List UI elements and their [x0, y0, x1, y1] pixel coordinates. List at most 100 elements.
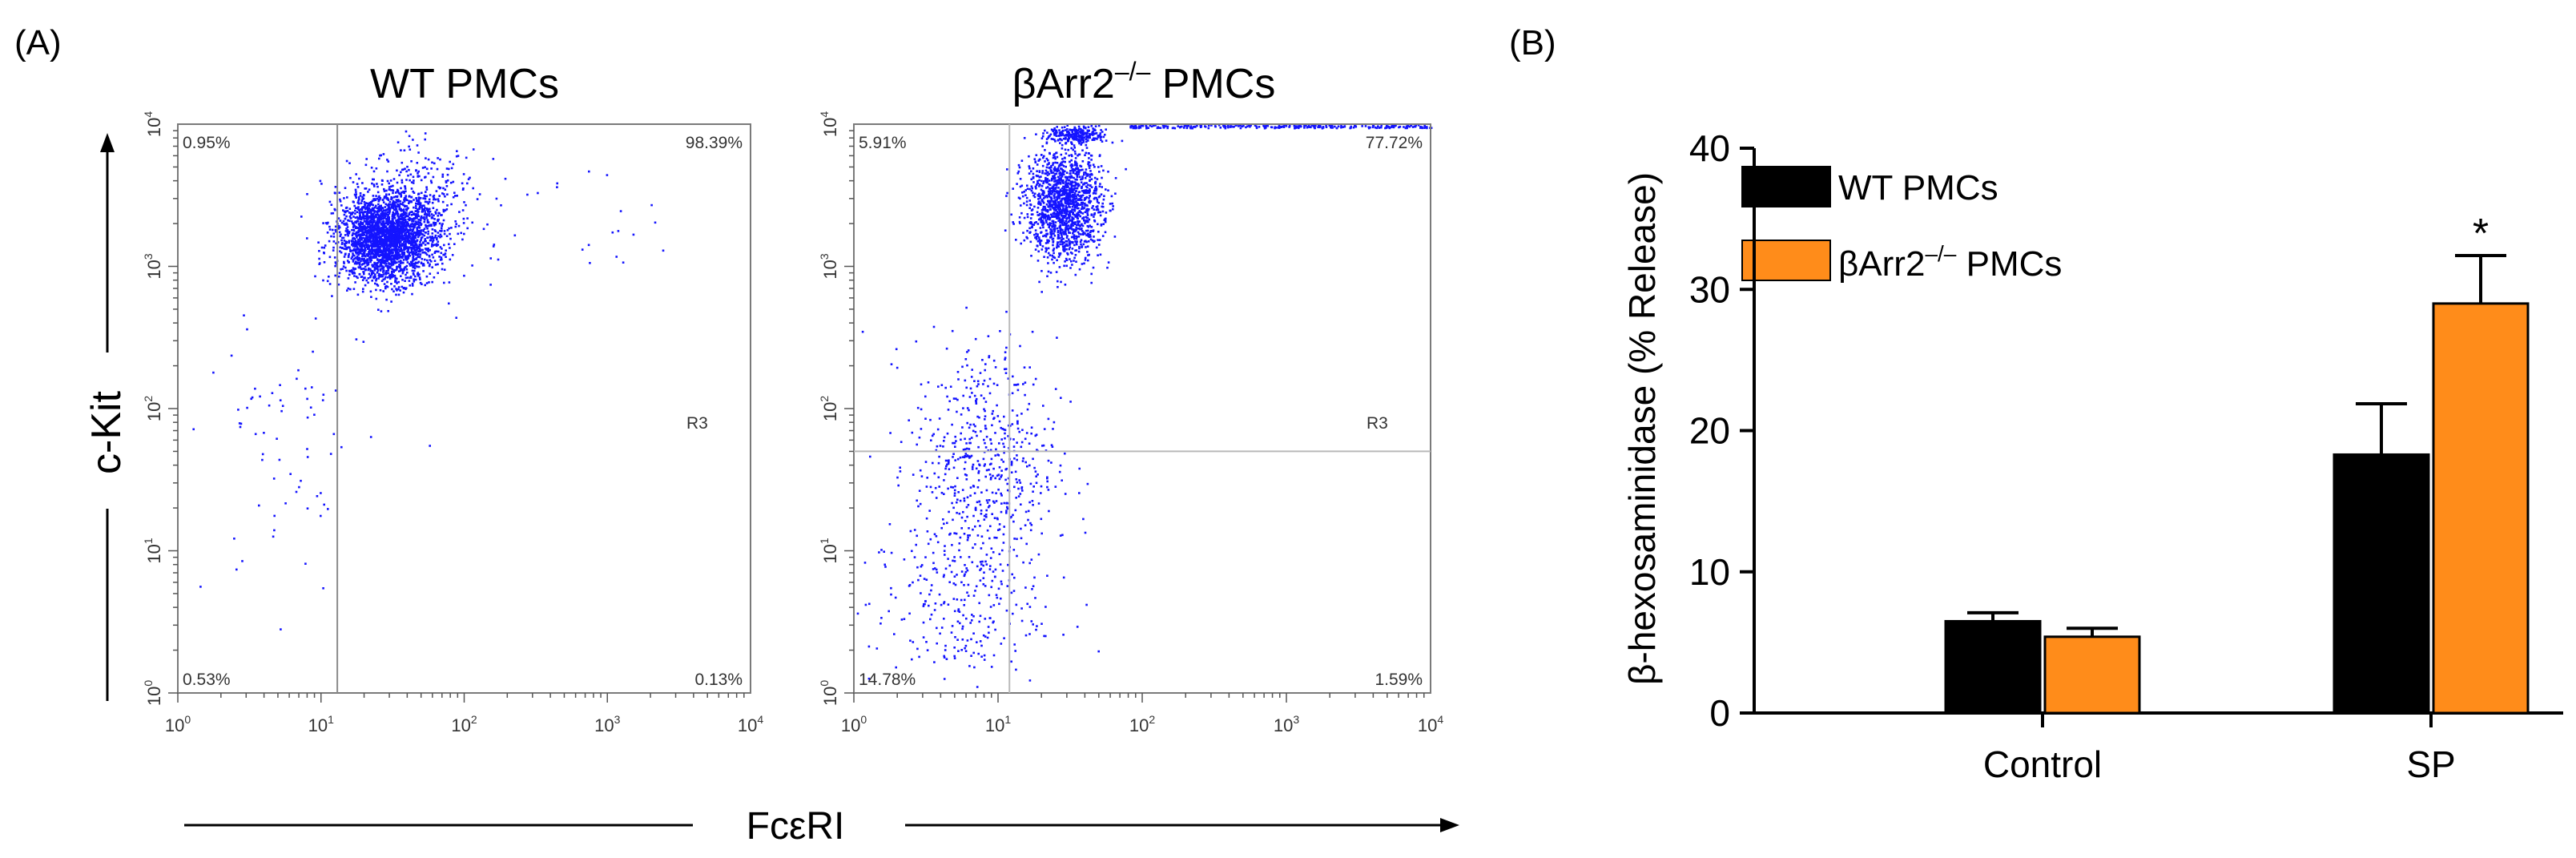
event-dot — [1056, 210, 1059, 213]
event-dot — [1053, 183, 1057, 187]
event-dot — [1053, 226, 1057, 228]
event-dot — [1080, 233, 1082, 236]
event-dot — [371, 244, 373, 248]
event-dot — [399, 231, 402, 234]
event-dot — [448, 302, 450, 305]
event-dot — [384, 206, 387, 208]
event-dot — [423, 217, 425, 220]
event-dot — [393, 235, 396, 238]
event-dot — [355, 226, 358, 228]
event-dot — [417, 207, 421, 211]
event-dot — [398, 234, 401, 236]
event-dot — [1069, 220, 1072, 222]
event-dot — [341, 241, 344, 244]
event-dot — [360, 241, 363, 244]
event-dot — [272, 477, 276, 480]
event-dot — [1075, 195, 1077, 198]
event-dot — [1089, 231, 1092, 234]
event-dot — [385, 258, 388, 260]
event-dot — [429, 263, 431, 266]
event-dot — [1041, 135, 1044, 138]
event-dot — [372, 234, 375, 236]
event-dot — [988, 499, 991, 502]
event-dot — [440, 252, 443, 255]
event-dot — [441, 262, 444, 265]
event-dot — [1025, 200, 1028, 203]
event-dot — [388, 206, 391, 208]
event-dot — [393, 260, 396, 263]
event-dot — [373, 226, 376, 229]
event-dot — [1097, 124, 1101, 127]
event-dot — [371, 207, 374, 210]
event-dot — [1053, 224, 1056, 227]
event-dot — [388, 186, 391, 188]
event-dot — [409, 179, 411, 182]
event-dot — [1030, 178, 1032, 181]
event-dot — [365, 211, 368, 213]
event-dot — [1086, 135, 1089, 138]
event-dot — [380, 280, 384, 282]
event-dot — [1056, 259, 1058, 262]
event-dot — [376, 220, 380, 224]
event-dot — [1076, 137, 1078, 140]
event-dot — [400, 229, 404, 232]
event-dot — [369, 253, 372, 256]
event-dot — [346, 289, 348, 292]
event-dot — [1026, 216, 1029, 219]
event-dot — [376, 283, 378, 286]
event-dot — [328, 225, 331, 228]
event-dot — [1065, 222, 1069, 224]
event-dot — [1085, 185, 1088, 188]
event-dot — [959, 456, 962, 459]
event-dot — [375, 239, 377, 241]
event-dot — [1018, 216, 1021, 219]
event-dot — [1089, 234, 1092, 236]
event-dot — [1044, 205, 1046, 208]
event-dot — [356, 252, 358, 255]
event-dot — [413, 191, 416, 194]
event-dot — [1075, 260, 1077, 263]
event-dot — [1047, 199, 1049, 203]
event-dot — [368, 251, 370, 253]
event-dot — [368, 246, 370, 248]
event-dot — [1069, 258, 1071, 260]
event-dot — [1089, 164, 1092, 167]
event-dot — [1049, 218, 1051, 221]
event-dot — [411, 238, 413, 241]
event-dot — [1034, 185, 1037, 188]
event-dot — [1080, 243, 1082, 246]
event-dot — [401, 279, 404, 281]
event-dot — [420, 239, 422, 242]
event-dot — [355, 193, 357, 195]
event-dot — [1088, 208, 1090, 211]
event-dot — [439, 233, 442, 236]
event-dot — [1042, 194, 1044, 196]
event-dot — [382, 240, 384, 243]
event-dot — [337, 283, 340, 286]
event-dot — [1082, 232, 1085, 236]
event-dot — [417, 236, 420, 239]
event-dot — [396, 169, 398, 172]
event-dot — [1104, 219, 1107, 222]
event-dot — [1040, 179, 1043, 183]
event-dot — [399, 229, 402, 232]
event-dot — [1053, 221, 1055, 224]
event-dot — [944, 386, 947, 389]
event-dot — [1062, 129, 1065, 132]
event-dot — [954, 445, 956, 448]
event-dot — [1057, 175, 1060, 179]
event-dot — [946, 432, 949, 435]
event-dot — [407, 207, 409, 209]
event-dot — [1038, 200, 1040, 203]
event-dot — [1063, 134, 1066, 137]
event-dot — [1053, 199, 1057, 203]
event-dot — [355, 251, 357, 254]
event-dot — [1073, 128, 1076, 131]
event-dot — [348, 255, 350, 257]
event-dot — [1005, 310, 1008, 313]
y-tick-label: 103 — [142, 253, 164, 279]
x-tick-label: 101 — [308, 713, 334, 735]
event-dot — [378, 195, 380, 198]
event-dot — [416, 272, 419, 276]
event-dot — [422, 263, 425, 265]
